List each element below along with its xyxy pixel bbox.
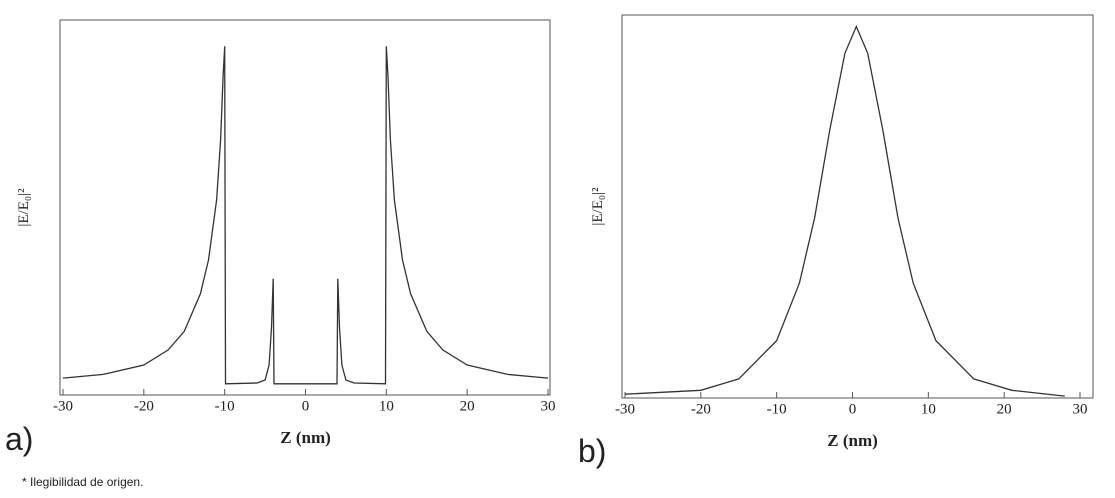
panel-label: b) <box>578 433 606 469</box>
x-tick-label: -20 <box>134 399 154 415</box>
x-tick-label: 30 <box>541 399 556 415</box>
panel-label: a) <box>5 421 33 457</box>
x-tick-label: 0 <box>849 402 857 418</box>
y-axis-label: |E/E₀|² <box>590 187 606 226</box>
footnote: * Ilegibilidad de origen. <box>22 475 143 489</box>
x-tick-label: -10 <box>767 402 787 418</box>
plot-frame <box>621 14 1094 399</box>
x-tick-label: 20 <box>997 402 1012 418</box>
x-axis-label: Z (nm) <box>280 428 331 447</box>
x-tick-label: -30 <box>53 399 73 415</box>
curve <box>624 24 1065 397</box>
plot-frame <box>59 19 551 396</box>
x-tick-label: -20 <box>691 402 711 418</box>
x-tick-label: -10 <box>215 399 235 415</box>
x-tick-label: 30 <box>1073 402 1088 418</box>
curve <box>62 46 549 385</box>
x-axis-label: Z (nm) <box>827 431 878 450</box>
x-tick-label: 20 <box>460 399 475 415</box>
x-tick-label: 10 <box>921 402 936 418</box>
x-tick-label: -30 <box>615 402 635 418</box>
y-axis-label: |E/E₀|² <box>16 188 32 227</box>
x-tick-label: 0 <box>302 399 310 415</box>
x-tick-label: 10 <box>379 399 394 415</box>
